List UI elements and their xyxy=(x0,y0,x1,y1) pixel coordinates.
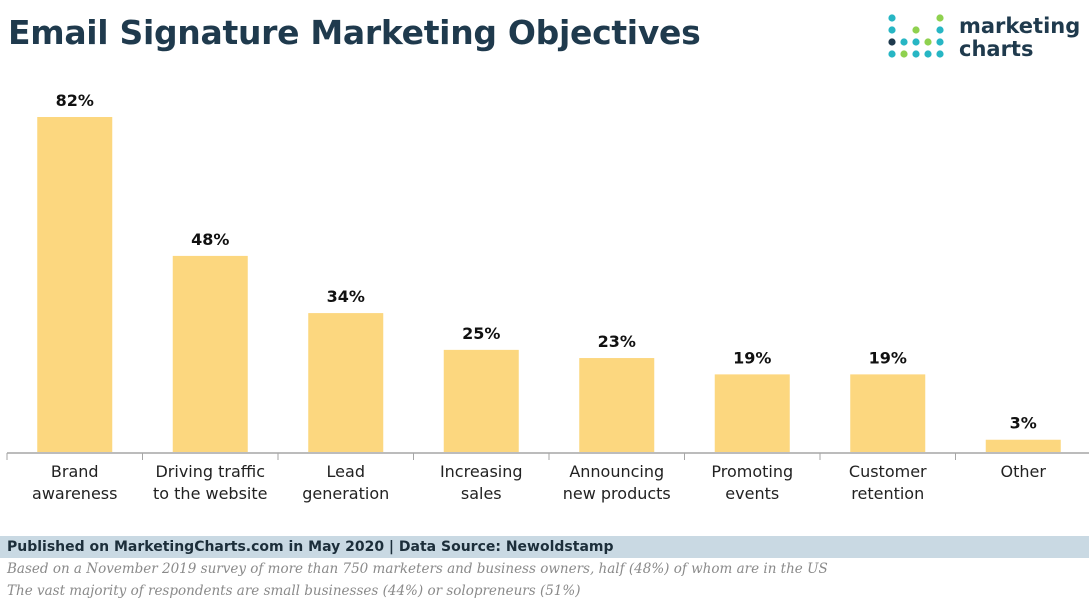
footer-note-2: The vast majority of respondents are sma… xyxy=(7,583,581,599)
bar-value-label: 34% xyxy=(327,287,365,306)
bar-value-label: 48% xyxy=(191,230,229,249)
bar xyxy=(714,374,790,452)
footer-note-1: Based on a November 2019 survey of more … xyxy=(7,561,828,577)
footer-source: Published on MarketingCharts.com in May … xyxy=(7,539,614,555)
chart-title: Email Signature Marketing Objectives xyxy=(8,13,701,52)
x-tick-label: Customer retention xyxy=(848,462,927,503)
bar xyxy=(308,313,384,452)
bar xyxy=(985,439,1061,452)
dot-grid-icon xyxy=(888,14,944,58)
logo-line-2: charts xyxy=(959,37,1034,61)
x-tick-label: Announcing new products xyxy=(562,462,671,503)
x-tick-label: Promoting events xyxy=(711,462,794,503)
bar-value-label: 19% xyxy=(733,348,771,367)
x-tick-label: Other xyxy=(1000,462,1046,481)
bar xyxy=(579,358,655,452)
bar xyxy=(850,374,926,452)
x-tick-label: Increasing sales xyxy=(439,462,523,503)
bar-value-label: 3% xyxy=(1010,414,1037,433)
x-tick-label: Driving traffic to the website xyxy=(153,462,268,503)
logo-line-1: marketing xyxy=(959,14,1081,38)
bar xyxy=(443,349,519,452)
x-tick-label: Brand awareness xyxy=(32,462,118,503)
footer-source-bar: Published on MarketingCharts.com in May … xyxy=(0,536,1089,558)
x-tick-label: Lead generation xyxy=(302,462,390,503)
bar xyxy=(37,117,113,452)
marketingcharts-logo: marketing charts xyxy=(887,13,1082,65)
bar-value-label: 19% xyxy=(869,348,907,367)
bar-value-label: 82% xyxy=(56,91,94,110)
bar xyxy=(172,255,248,452)
bar-value-label: 25% xyxy=(462,324,500,343)
bar-value-label: 23% xyxy=(598,332,636,351)
bar-chart: 82% 48% 34% 25% 23% 19% 19% 3% xyxy=(6,91,1089,460)
logo-wordmark: marketing charts xyxy=(959,15,1080,61)
